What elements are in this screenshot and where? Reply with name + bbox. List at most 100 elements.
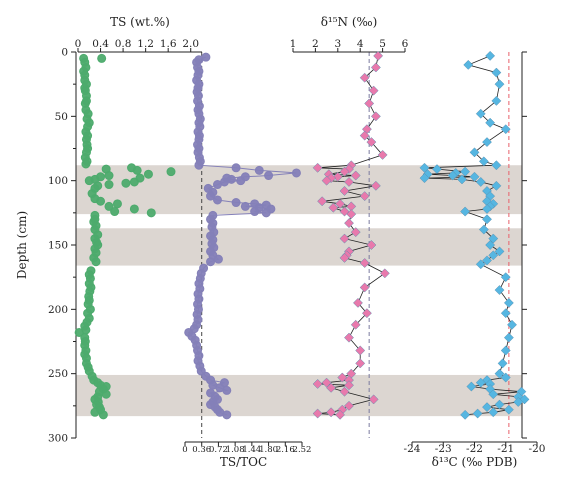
ts-point — [104, 180, 114, 190]
d13c-point — [494, 368, 505, 379]
d15n-point — [368, 85, 379, 96]
d15n-tick-label: 3 — [334, 38, 341, 50]
d15n-point — [355, 358, 366, 369]
d13c-point — [457, 174, 467, 185]
ts_toc-point — [194, 160, 204, 170]
ts_toc-point — [250, 207, 260, 217]
d13c-point — [469, 171, 480, 182]
ts-point — [110, 207, 120, 217]
ts-point — [143, 169, 153, 179]
d15n-point — [326, 407, 337, 418]
depth-tick-label: 0 — [61, 47, 68, 59]
d13c-point — [475, 108, 486, 119]
d13c-point — [488, 233, 499, 244]
d15n-point — [350, 170, 361, 181]
panel-ts: 0 0.4 0.8 1.2 1.6 2.0 TS (wt.%) — [75, 15, 202, 53]
d15n-point — [364, 98, 375, 109]
d15n-point — [339, 166, 350, 177]
ts-tick-label: 1.2 — [137, 38, 154, 50]
ts_toc-point — [222, 410, 232, 420]
d13c-point — [500, 124, 511, 135]
d13c-point — [482, 214, 492, 225]
d13c-point — [491, 67, 502, 78]
d13c-point — [469, 147, 480, 158]
panel-d13c: -24 -23 -22 -21 -20 δ¹³C (‰ PDB) — [404, 441, 545, 469]
ts_toc-point — [213, 254, 223, 264]
ts-tick-label: 0.8 — [115, 38, 132, 50]
d15n-point — [359, 191, 370, 202]
d15n-point — [339, 186, 350, 196]
d15n-point — [312, 408, 323, 419]
panel-axes: 0 0.4 0.8 1.2 1.6 2.0 TS (wt.%) 0 0.360.721.081.… — [75, 15, 546, 469]
d13c-tick-label: -23 — [435, 443, 452, 455]
depth-tick-label: 250 — [48, 368, 68, 380]
d15n-point — [377, 149, 388, 160]
ts-point — [97, 53, 107, 63]
ts-point — [90, 407, 100, 417]
d13c-tick-label: -24 — [404, 443, 421, 455]
d13c-series-line — [424, 55, 526, 416]
d13c-point — [513, 397, 524, 407]
ts-point — [121, 178, 131, 188]
depth-tick-label: 200 — [48, 304, 68, 316]
d13c-point — [472, 408, 483, 419]
ts_toc-point — [231, 198, 241, 208]
d13c-point — [494, 399, 505, 410]
ts_toc-tick-label: 0 — [182, 445, 187, 455]
ts-point — [96, 196, 106, 206]
d13c-point — [494, 246, 505, 257]
d15n-point — [339, 252, 350, 263]
d13c-axis-title: δ¹³C (‰ PDB) — [432, 455, 518, 469]
ts_toc-point — [231, 163, 241, 173]
d13c-point — [482, 204, 492, 214]
d15n-point — [328, 202, 339, 213]
d15n-point — [379, 268, 390, 279]
d13c-point — [432, 164, 442, 175]
d15n-point — [332, 171, 343, 182]
d13c-point — [491, 160, 502, 171]
ts-point — [91, 257, 101, 267]
ts-point — [98, 410, 108, 420]
d15n-point — [344, 332, 354, 343]
d13c-point — [475, 377, 486, 388]
ts_toc-point — [240, 201, 250, 211]
d13c-point — [447, 170, 458, 181]
d13c-point — [519, 394, 530, 405]
d15n-point — [344, 400, 354, 411]
ts_toc-point — [222, 385, 232, 395]
ts-tick-label: 1.6 — [160, 38, 177, 50]
d15n-point — [368, 394, 379, 405]
d13c-point — [491, 180, 502, 191]
ts-axis-title: TS (wt.%) — [110, 15, 170, 29]
ts_toc-tick-label: 1.44 — [242, 445, 261, 455]
ts-point — [84, 176, 94, 186]
ts_toc-point — [206, 257, 216, 267]
ts_toc-point — [206, 191, 216, 201]
ts_toc-point — [213, 195, 222, 205]
ts-point — [81, 159, 91, 169]
ts-tick-label: 0.4 — [92, 38, 109, 50]
ts_toc-point — [236, 176, 246, 186]
ts_toc-tick-label: 1.08 — [226, 445, 245, 455]
panel-ts_toc: 0 0.360.721.081.441.802.162.52 TS/TOC — [182, 441, 311, 469]
d13c-point — [485, 50, 496, 61]
ts_toc-point — [264, 171, 274, 181]
d15n-point — [312, 379, 323, 389]
d13c-point — [482, 255, 492, 266]
d15n-point — [353, 297, 363, 308]
d13c-point — [485, 117, 496, 128]
ts-tick-label: 2.0 — [182, 38, 199, 50]
d15n-point — [373, 50, 384, 61]
d15n-point — [344, 176, 354, 187]
d13c-point — [463, 59, 474, 70]
d15n-point — [317, 196, 328, 207]
d13c-point — [482, 402, 492, 413]
ts-point — [104, 201, 114, 211]
d15n-point — [350, 227, 361, 238]
d13c-point — [500, 372, 511, 383]
d15n-point — [346, 209, 357, 220]
depth-axis: 0 50 100 150 200 250 300 — [48, 47, 527, 445]
d15n-point — [370, 62, 381, 73]
d13c-point — [494, 285, 505, 295]
depth-tick-label: 100 — [48, 175, 68, 187]
